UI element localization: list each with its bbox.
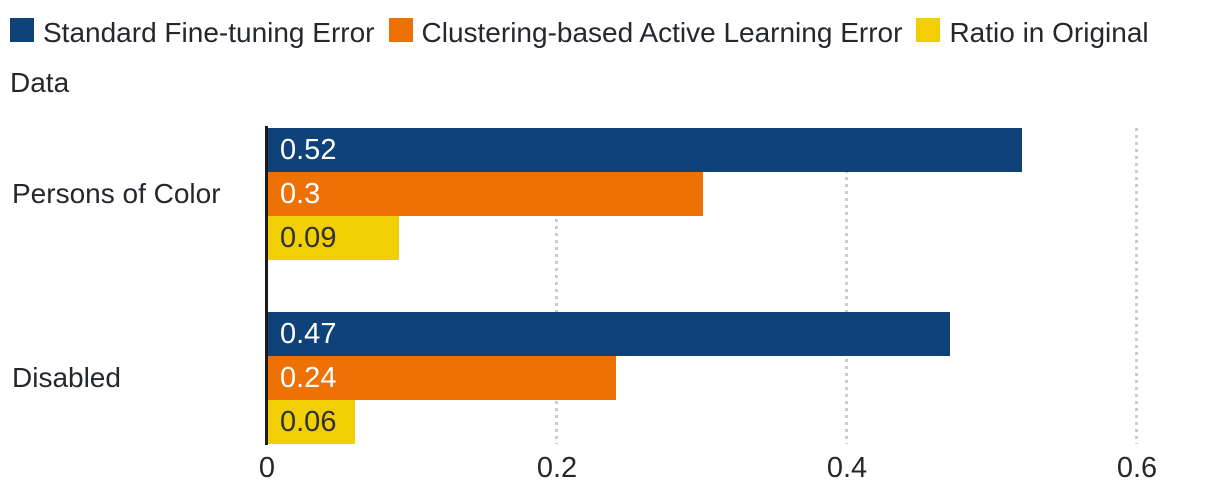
bar: 0.3 xyxy=(268,172,703,216)
legend-label: Standard Fine-tuning Error xyxy=(43,17,375,48)
bar: 0.06 xyxy=(268,400,355,444)
x-axis-tick-label: 0 xyxy=(258,452,276,484)
legend-item: Ratio in Original Data xyxy=(10,17,1149,98)
legend-label: Clustering-based Active Learning Error xyxy=(421,17,903,48)
bar-value-label: 0.06 xyxy=(280,405,337,438)
gridline xyxy=(1135,128,1138,444)
x-axis-tick-label: 0.6 xyxy=(1116,452,1158,484)
legend-item: Clustering-based Active Learning Error xyxy=(388,17,903,48)
bar-value-label: 0.52 xyxy=(280,133,337,166)
bar-value-label: 0.24 xyxy=(280,361,337,394)
x-axis-tick-label: 0.2 xyxy=(536,452,578,484)
x-axis-tick-label: 0.4 xyxy=(826,452,868,484)
gridline xyxy=(845,128,848,444)
gridline xyxy=(555,128,558,444)
category-label: Persons of Color xyxy=(12,178,221,209)
legend-swatch-icon xyxy=(388,18,413,42)
category-label: Disabled xyxy=(12,362,121,393)
legend-swatch-icon xyxy=(10,18,34,42)
chart-legend: Standard Fine-tuning Error Clustering-bas… xyxy=(10,8,1212,108)
legend-item: Standard Fine-tuning Error xyxy=(10,17,375,48)
bar: 0.47 xyxy=(268,312,950,356)
bar-value-label: 0.09 xyxy=(280,221,337,254)
bar-value-label: 0.47 xyxy=(280,317,337,350)
bar: 0.09 xyxy=(268,216,399,260)
legend-label: Ratio in Original Data xyxy=(10,17,1149,98)
bar: 0.24 xyxy=(268,356,616,400)
y-axis-line xyxy=(265,126,268,445)
bar: 0.52 xyxy=(268,128,1022,172)
legend-swatch-icon xyxy=(916,18,941,42)
bar-value-label: 0.3 xyxy=(280,177,321,210)
